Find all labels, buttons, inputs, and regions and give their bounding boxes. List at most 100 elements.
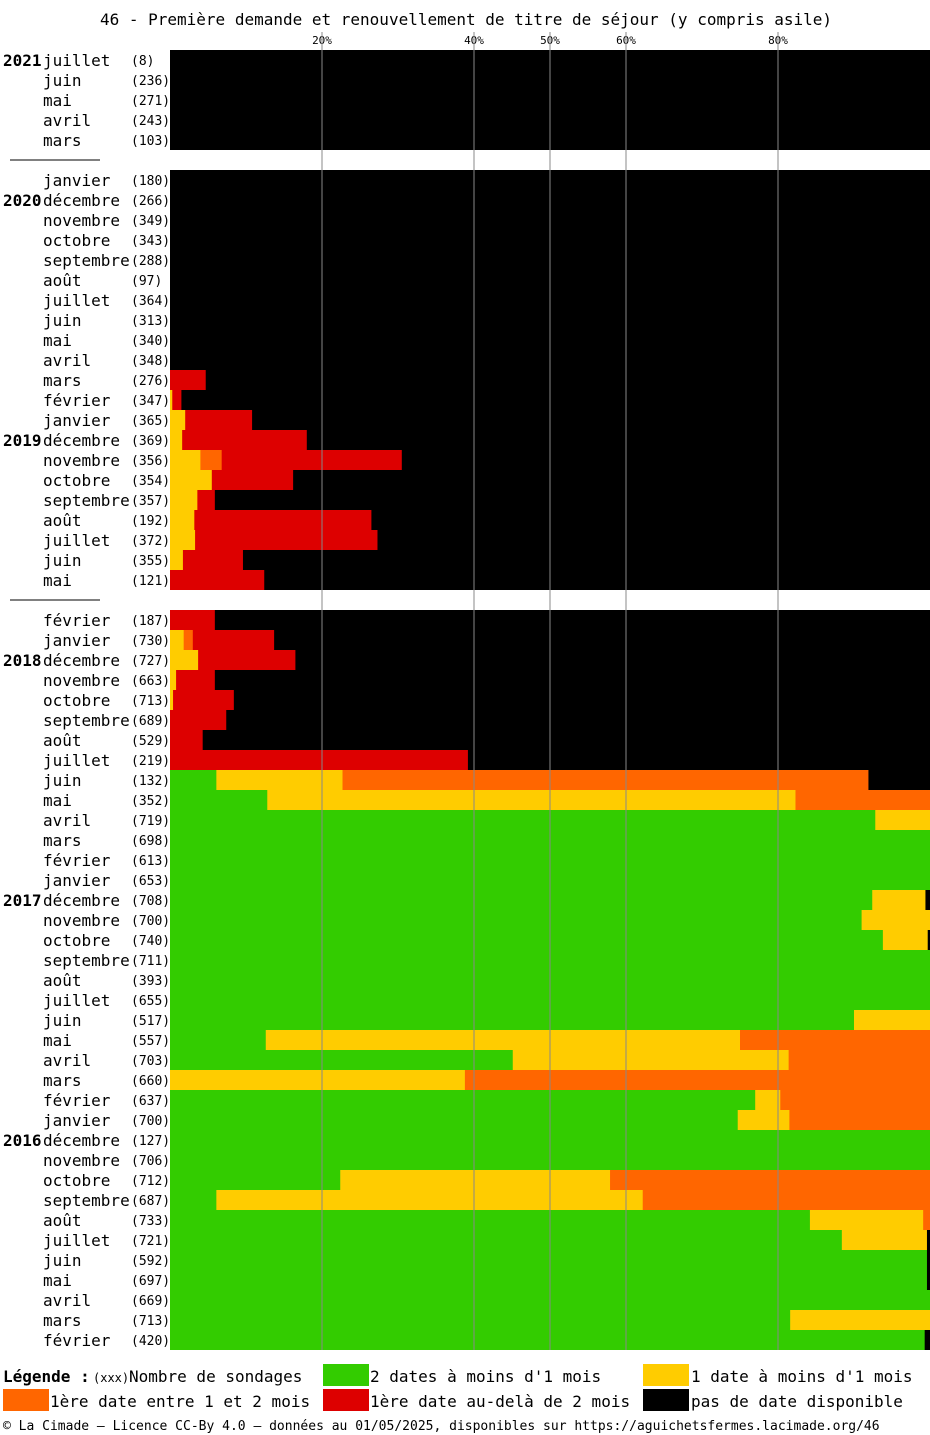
- month-label: janvier: [43, 411, 111, 430]
- bar-segment-orange: [789, 1110, 930, 1130]
- month-label: janvier: [43, 631, 111, 650]
- count-label: (352): [131, 794, 170, 809]
- year-label: 2020: [3, 191, 42, 210]
- bar-segment-yellow: [265, 1030, 741, 1050]
- month-label: mars: [43, 831, 82, 850]
- month-label: octobre: [43, 931, 110, 950]
- bar-segment-yellow: [872, 890, 927, 910]
- year-label: 2019: [3, 431, 42, 450]
- legend-swatch-green: [323, 1364, 369, 1386]
- month-label: octobre: [43, 1171, 110, 1190]
- count-label: (613): [131, 854, 170, 869]
- bar-segment-black: [181, 390, 930, 410]
- count-label: (730): [131, 634, 170, 649]
- bar-segment-black: [205, 370, 930, 390]
- bar-segment-yellow: [170, 550, 184, 570]
- bar-segment-yellow: [170, 470, 213, 490]
- bar-segment-red: [192, 630, 275, 650]
- bar-segment-green: [170, 1250, 928, 1270]
- bar-segment-red: [170, 370, 207, 390]
- year-label: 2016: [3, 1131, 42, 1150]
- month-label: juillet: [43, 751, 110, 770]
- bar-segment-black: [226, 710, 930, 730]
- bar-segment-yellow: [854, 1010, 930, 1030]
- month-label: novembre: [43, 911, 120, 930]
- bar-segment-orange: [780, 1090, 930, 1110]
- bar-segment-orange: [200, 450, 223, 470]
- legend-label-yellow: 1 date à moins d'1 mois: [691, 1367, 913, 1386]
- count-label: (349): [131, 214, 170, 229]
- month-label: janvier: [43, 1111, 111, 1130]
- month-label: mai: [43, 331, 72, 350]
- count-label: (97): [131, 274, 162, 289]
- bar-segment-green: [170, 1170, 341, 1190]
- legend-label-red: 1ère date au-delà de 2 mois: [370, 1392, 630, 1411]
- month-label: avril: [43, 1051, 91, 1070]
- month-label: août: [43, 731, 82, 750]
- count-label: (687): [131, 1194, 170, 1209]
- legend-swatch-yellow: [643, 1364, 689, 1386]
- count-label: (733): [131, 1214, 170, 1229]
- bar-segment-red: [185, 410, 253, 430]
- chart-title: 46 - Première demande et renouvellement …: [100, 10, 832, 29]
- count-label: (355): [131, 554, 170, 569]
- month-label: août: [43, 971, 82, 990]
- bar-segment-yellow: [790, 1310, 930, 1330]
- month-label: mai: [43, 571, 72, 590]
- month-label: avril: [43, 351, 91, 370]
- month-label: juillet: [43, 991, 110, 1010]
- bar-segment-red: [211, 470, 294, 490]
- bar-segment-yellow: [170, 490, 198, 510]
- count-label: (698): [131, 834, 170, 849]
- bar-segment-green: [170, 930, 884, 950]
- bar-segment-black: [377, 530, 930, 550]
- gridlines: [321, 32, 779, 1350]
- bar-segment-yellow: [170, 390, 173, 410]
- count-label: (713): [131, 694, 170, 709]
- count-label: (347): [131, 394, 170, 409]
- month-label: septembre: [43, 711, 130, 730]
- month-label: août: [43, 511, 82, 530]
- count-label: (703): [131, 1054, 170, 1069]
- month-label: janvier: [43, 171, 111, 190]
- bar-segment-orange: [464, 1070, 930, 1090]
- count-label: (354): [131, 474, 170, 489]
- month-label: février: [43, 1331, 111, 1350]
- bar-segment-green: [170, 1090, 756, 1110]
- count-label: (689): [131, 714, 170, 729]
- bar-segment-orange: [610, 1170, 930, 1190]
- legend-label-green: 2 dates à moins d'1 mois: [370, 1367, 601, 1386]
- month-label: décembre: [43, 891, 120, 910]
- bar-segment-red: [182, 550, 244, 570]
- count-label: (700): [131, 914, 170, 929]
- year-label: 2018: [3, 651, 42, 670]
- month-label: juillet: [43, 51, 110, 70]
- count-label: (369): [131, 434, 170, 449]
- bar-segment-orange: [342, 770, 870, 790]
- month-label: octobre: [43, 691, 110, 710]
- month-label: mai: [43, 91, 72, 110]
- bar-segment-black: [214, 670, 930, 690]
- bar-segment-black: [926, 1250, 930, 1270]
- bar-segment-yellow: [170, 670, 177, 690]
- bar-segment-red: [170, 610, 216, 630]
- bar-segment-red: [198, 650, 296, 670]
- legend-title: Légende :: [3, 1367, 90, 1386]
- month-label: mars: [43, 131, 82, 150]
- bar-segment-red: [172, 390, 182, 410]
- legend-swatch-orange: [3, 1389, 49, 1411]
- count-label: (271): [131, 94, 170, 109]
- month-label: juin: [43, 71, 82, 90]
- bar-segment-black: [926, 1230, 930, 1250]
- month-label: juillet: [43, 1231, 110, 1250]
- month-label: mai: [43, 791, 72, 810]
- month-label: septembre: [43, 1191, 130, 1210]
- count-label: (727): [131, 654, 170, 669]
- count-label: (653): [131, 874, 170, 889]
- bar-segment-black: [295, 650, 930, 670]
- count-label: (340): [131, 334, 170, 349]
- month-label: décembre: [43, 1131, 120, 1150]
- month-label: août: [43, 1211, 82, 1230]
- count-label: (187): [131, 614, 170, 629]
- bar-segment-black: [202, 730, 930, 750]
